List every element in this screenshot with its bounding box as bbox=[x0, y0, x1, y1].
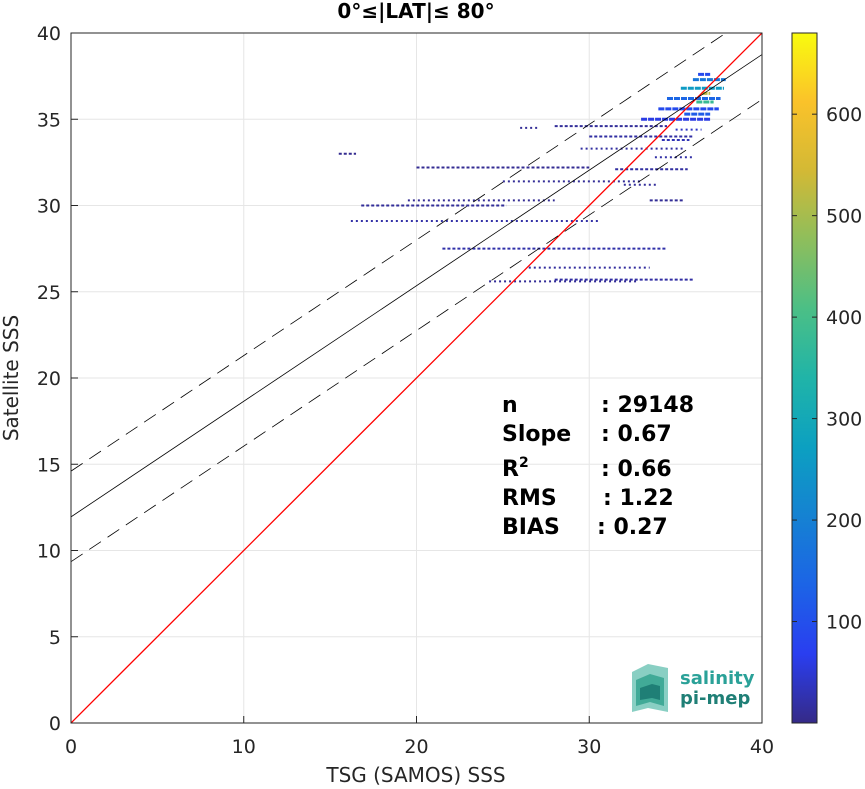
x-tick-label: 10 bbox=[232, 736, 256, 758]
stat-value: : 0.67 bbox=[601, 422, 672, 447]
colorbar-tick-label: 500 bbox=[826, 206, 862, 228]
y-tick-label: 0 bbox=[49, 713, 61, 735]
logo-line1: salinity bbox=[680, 668, 755, 689]
stat-label: BIAS bbox=[502, 515, 560, 540]
x-axis-label: TSG (SAMOS) SSS bbox=[325, 763, 505, 787]
y-tick-label: 20 bbox=[37, 368, 61, 390]
logo-line2: pi-mep bbox=[680, 688, 750, 709]
colorbar bbox=[791, 32, 818, 724]
colorbar-tick-label: 400 bbox=[826, 307, 862, 329]
y-tick-label: 10 bbox=[37, 541, 61, 563]
stat-value: : 29148 bbox=[601, 393, 694, 418]
y-tick-label: 35 bbox=[37, 109, 61, 131]
confidence-line bbox=[71, 33, 727, 472]
colorbar-ticks: 100 200 300 400 500 600 bbox=[792, 104, 862, 634]
y-axis-label: Satellite SSS bbox=[0, 315, 23, 441]
stat-value: : 1.22 bbox=[603, 486, 674, 511]
chart-title: 0°≤|LAT|≤ 80° bbox=[337, 0, 494, 23]
colorbar-tick-label: 600 bbox=[826, 104, 862, 126]
x-tick-label: 40 bbox=[750, 736, 774, 758]
stat-label: n bbox=[502, 393, 518, 418]
one-to-one-line bbox=[71, 33, 762, 723]
x-ticks: 0 10 20 30 40 bbox=[65, 716, 774, 758]
regression-lines bbox=[71, 33, 762, 723]
x-tick-label: 0 bbox=[65, 736, 77, 758]
stat-value: : 0.66 bbox=[601, 457, 672, 482]
density-cells bbox=[338, 72, 726, 283]
confidence-line bbox=[71, 99, 762, 563]
y-tick-label: 30 bbox=[37, 196, 61, 218]
salinity-pi-mep-logo: salinity pi-mep bbox=[632, 664, 755, 712]
colorbar-tick-label: 200 bbox=[826, 510, 862, 532]
x-tick-label: 20 bbox=[404, 736, 428, 758]
colorbar-tick-label: 300 bbox=[826, 409, 862, 431]
fit-line bbox=[71, 54, 762, 518]
stat-label: RMS bbox=[502, 486, 557, 511]
y-tick-label: 25 bbox=[37, 282, 61, 304]
y-tick-label: 40 bbox=[37, 23, 61, 45]
stat-value: : 0.27 bbox=[597, 515, 668, 540]
y-ticks: 0 5 10 15 20 25 30 35 40 bbox=[37, 23, 78, 735]
y-tick-label: 15 bbox=[37, 454, 61, 476]
x-tick-label: 30 bbox=[577, 736, 601, 758]
stat-label: Slope bbox=[502, 422, 571, 447]
colorbar-tick-label: 100 bbox=[826, 612, 862, 634]
y-tick-label: 5 bbox=[49, 627, 61, 649]
